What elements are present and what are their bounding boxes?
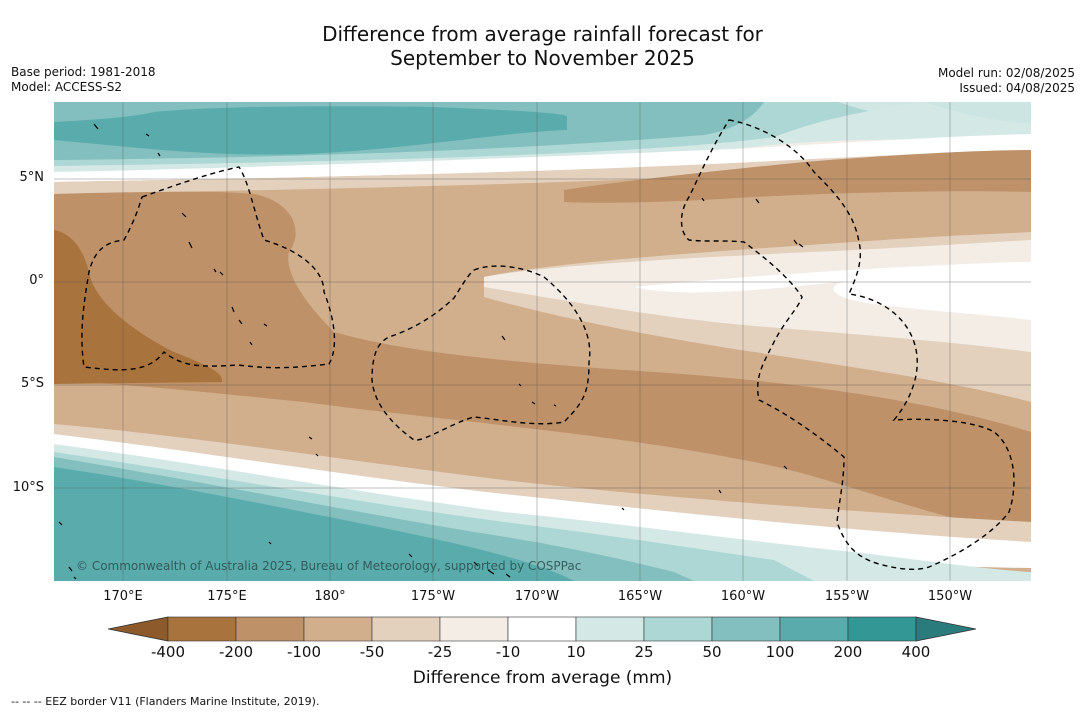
- colorbar-swatch-4: [371, 616, 441, 642]
- band-north-white: [54, 134, 1031, 182]
- title-line-2: September to November 2025: [390, 46, 695, 70]
- cb-tick-10: 10: [566, 643, 586, 661]
- colorbar-swatch-6: [507, 616, 577, 642]
- cb-tick-50: 50: [702, 643, 722, 661]
- eez-tokelau: [371, 265, 591, 441]
- base-period: Base period: 1981-2018: [11, 65, 156, 79]
- islands: [58, 123, 804, 580]
- lon-label-175e: 175°E: [207, 589, 247, 604]
- cb-tick-minus-100: -100: [286, 643, 322, 661]
- colorbar: [108, 616, 977, 642]
- band-east-white: [634, 262, 1031, 320]
- colorbar-arrow-right: [915, 616, 977, 642]
- colorbar-swatch-8: [643, 616, 713, 642]
- cb-tick-minus-400: -400: [150, 643, 186, 661]
- lon-label-155w: 155°W: [824, 589, 870, 604]
- cb-tick-minus-200: -200: [218, 643, 254, 661]
- lon-label-170e: 170°E: [103, 589, 143, 604]
- lon-label-170w: 170°W: [514, 589, 560, 604]
- cb-tick-200: 200: [833, 643, 863, 661]
- colorbar-swatch-2: [235, 616, 305, 642]
- eez-kiribati-phoenix: [680, 119, 1015, 571]
- colorbar-arrow-left: [108, 616, 169, 642]
- model-name: Model: ACCESS-S2: [11, 80, 123, 94]
- band-brown-200-ne: [564, 150, 1031, 203]
- cb-tick-minus-25: -25: [427, 643, 453, 661]
- lat-label-5s: 5°S: [20, 376, 44, 391]
- band-brown-200-west: [54, 191, 1031, 532]
- eez-footer-note: -- -- -- EEZ border V11 (Flanders Marine…: [11, 695, 320, 708]
- meta-left: Base period: 1981-2018 Model: ACCESS-S2: [11, 65, 156, 95]
- eez-borders: [81, 119, 1015, 571]
- lat-label-10s: 10°S: [12, 480, 44, 495]
- colorbar-swatch-10: [779, 616, 849, 642]
- cb-tick-100: 100: [765, 643, 795, 661]
- colorbar-label: Difference from average (mm): [412, 668, 673, 688]
- cb-tick-minus-50: -50: [359, 643, 385, 661]
- colorbar-swatch-1: [167, 616, 237, 642]
- band-brown-400-west: [54, 230, 223, 384]
- colorbar-swatch-5: [439, 616, 509, 642]
- lon-label-175w: 175°W: [410, 589, 456, 604]
- band-ne-teal-light: [838, 102, 1031, 132]
- band-south-brown-50: [54, 424, 1031, 542]
- model-run-date: Model run: 02/08/2025: [937, 66, 1075, 80]
- gridlines: [54, 102, 1031, 581]
- title-line-1: Difference from average rainfall forecas…: [322, 22, 763, 46]
- cb-tick-minus-10: -10: [495, 643, 521, 661]
- band-north-brown-50: [54, 150, 1031, 194]
- copyright-notice: © Commonwealth of Australia 2025, Bureau…: [76, 559, 582, 573]
- cb-tick-25: 25: [634, 643, 654, 661]
- colorbar-swatch-9: [711, 616, 781, 642]
- lat-label-5n: 5°N: [19, 170, 45, 185]
- band-brown-100-central: [305, 222, 524, 326]
- band-south-white: [54, 434, 1031, 568]
- lat-label-0: 0°: [29, 273, 44, 288]
- lon-label-180: 180°: [314, 589, 346, 604]
- issued-date: Issued: 04/08/2025: [959, 81, 1075, 95]
- colorbar-swatch-3: [303, 616, 373, 642]
- band-south-teal-200: [54, 467, 574, 581]
- meta-right: Model run: 02/08/2025 Issued: 04/08/2025: [938, 66, 1075, 96]
- colorbar-swatch-7: [575, 616, 645, 642]
- rainfall-map: [54, 102, 1031, 581]
- lon-label-160w: 160°W: [720, 589, 766, 604]
- chart-title: Difference from average rainfall forecas…: [0, 22, 1085, 70]
- eez-tuvalu: [81, 166, 336, 371]
- lon-label-150w: 150°W: [927, 589, 973, 604]
- colorbar-swatch-11: [847, 616, 917, 642]
- lon-label-165w: 165°W: [617, 589, 663, 604]
- cb-tick-400: 400: [901, 643, 931, 661]
- band-north-teal-200: [54, 106, 567, 155]
